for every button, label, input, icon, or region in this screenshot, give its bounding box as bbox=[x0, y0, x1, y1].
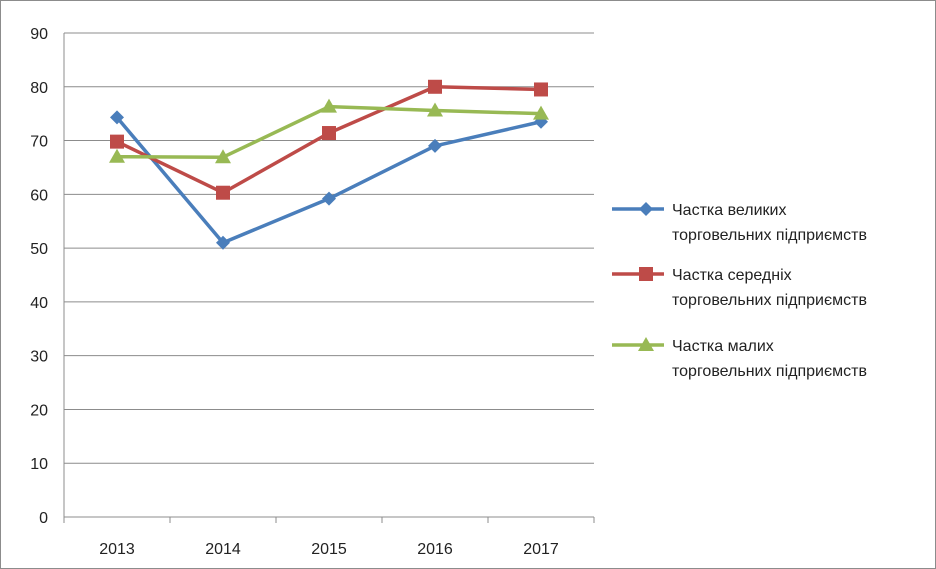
legend-marker bbox=[638, 337, 654, 351]
x-tick-label: 2015 bbox=[311, 541, 347, 558]
legend-label: торговельних підприємств bbox=[672, 363, 867, 380]
legend-label: Частка середніх bbox=[672, 267, 792, 284]
series-3 bbox=[109, 98, 549, 164]
axes bbox=[63, 33, 595, 523]
x-axis-ticks: 2013 2014 2015 2016 2017 bbox=[99, 541, 559, 558]
data-point-marker bbox=[215, 149, 231, 164]
data-point-marker bbox=[216, 185, 230, 200]
legend-label: Частка великих bbox=[672, 202, 786, 219]
legend-label: Частка малих bbox=[672, 338, 774, 355]
legend-item-3: Частка малих торговельних підприємств bbox=[612, 337, 867, 380]
y-axis-ticks: 0 10 20 30 40 50 60 70 80 90 bbox=[30, 26, 48, 527]
y-tick-label: 80 bbox=[30, 80, 48, 97]
data-point-marker bbox=[322, 126, 336, 141]
grid-lines bbox=[64, 32, 594, 464]
data-point-marker bbox=[428, 138, 442, 153]
y-tick-label: 30 bbox=[30, 349, 48, 366]
data-point-marker bbox=[534, 82, 548, 97]
series-group bbox=[109, 79, 549, 250]
legend-item-1: Частка великих торговельних підприємств bbox=[612, 202, 867, 244]
legend-marker bbox=[639, 202, 653, 216]
y-tick-label: 10 bbox=[30, 456, 48, 473]
y-tick-label: 50 bbox=[30, 241, 48, 258]
y-tick-label: 70 bbox=[30, 134, 48, 151]
y-tick-label: 60 bbox=[30, 187, 48, 204]
data-point-marker bbox=[110, 134, 124, 149]
data-point-marker bbox=[427, 102, 443, 117]
legend-marker bbox=[639, 267, 653, 281]
x-tick-label: 2014 bbox=[205, 541, 241, 558]
legend-label: торговельних підприємств bbox=[672, 227, 867, 244]
y-tick-label: 40 bbox=[30, 295, 48, 312]
legend-item-2: Частка середніх торговельних підприємств bbox=[612, 267, 867, 309]
legend-label: торговельних підприємств bbox=[672, 292, 867, 309]
data-point-marker bbox=[109, 148, 125, 163]
y-tick-label: 0 bbox=[39, 510, 48, 527]
series-2 bbox=[110, 79, 548, 200]
data-point-marker bbox=[533, 105, 549, 120]
data-point-marker bbox=[321, 98, 337, 113]
data-point-marker bbox=[216, 235, 230, 250]
x-tick-label: 2013 bbox=[99, 541, 135, 558]
x-tick-label: 2017 bbox=[523, 541, 559, 558]
data-point-marker bbox=[428, 79, 442, 94]
data-point-marker bbox=[322, 191, 336, 206]
x-tick-label: 2016 bbox=[417, 541, 453, 558]
y-tick-label: 20 bbox=[30, 402, 48, 419]
data-point-marker bbox=[110, 110, 124, 125]
y-tick-label: 90 bbox=[30, 26, 48, 43]
